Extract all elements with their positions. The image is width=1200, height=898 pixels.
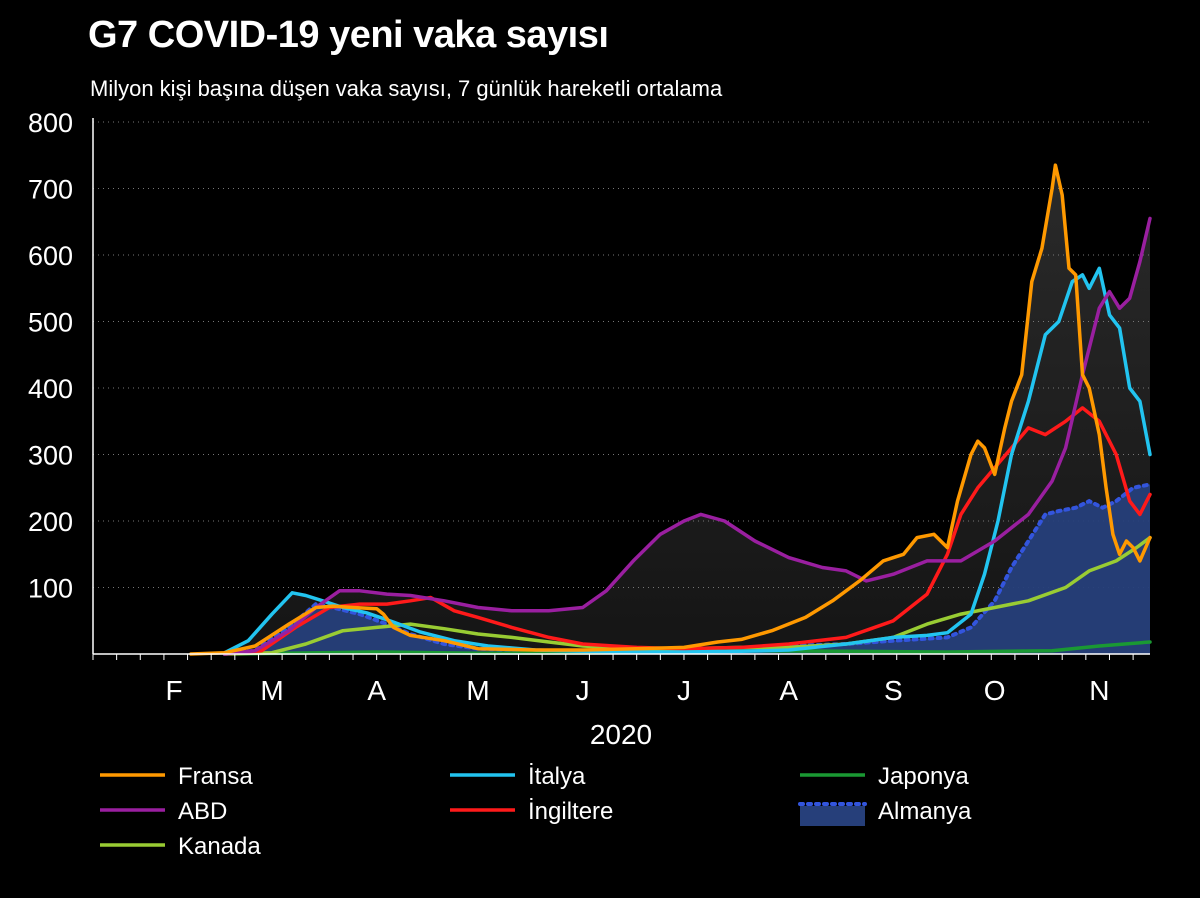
x-tick-label-3: M: [466, 675, 489, 706]
y-tick-label-100: 100: [28, 574, 73, 604]
envelope-shade: [93, 165, 1150, 654]
legend-label-İtalya: İtalya: [528, 763, 586, 790]
y-tick-label-600: 600: [28, 241, 73, 271]
x-tick-label-2: A: [367, 675, 386, 706]
y-tick-label-200: 200: [28, 507, 73, 537]
series-lines: [189, 163, 1152, 656]
legend-label-Kanada: Kanada: [178, 833, 261, 860]
legend-label-Fransa: Fransa: [178, 763, 253, 790]
series-line-Fransa: [189, 163, 1152, 656]
x-tick-label-8: O: [984, 675, 1006, 706]
envelope-area: [93, 165, 1150, 654]
y-tick-label-300: 300: [28, 441, 73, 471]
axes: 100 200 300 400 500 600 700 800 F M A M J J A S O N 2020: [28, 108, 1150, 750]
series-area-Almanya: [224, 484, 1150, 654]
chart-subtitle: Milyon kişi başına düşen vaka sayısı, 7 …: [90, 76, 723, 101]
legend-label-İngiltere: İngiltere: [528, 798, 613, 825]
chart-title: G7 COVID-19 yeni vaka sayısı: [88, 14, 609, 56]
legend-swatch-Almanya: [800, 806, 865, 826]
gridlines: [93, 121, 1150, 588]
legend-label-Japonya: Japonya: [878, 763, 969, 790]
y-tick-label-700: 700: [28, 175, 73, 205]
x-tick-label-7: S: [884, 675, 903, 706]
legend: Fransa İtalya Japonya ABD İngiltere Almanya Ka…: [100, 763, 972, 860]
legend-label-ABD: ABD: [178, 798, 227, 825]
x-tick-label-9: N: [1089, 675, 1109, 706]
x-tick-label-4: J: [576, 675, 590, 706]
x-tick-label-1: M: [260, 675, 283, 706]
x-tick-label-5: J: [677, 675, 691, 706]
y-tick-label-500: 500: [28, 308, 73, 338]
y-tick-label-800: 800: [28, 108, 73, 138]
series-line-ABD: [222, 216, 1152, 656]
x-axis-label: 2020: [590, 719, 652, 750]
y-tick-label-400: 400: [28, 374, 73, 404]
legend-label-Almanya: Almanya: [878, 798, 972, 825]
x-tick-label-6: A: [779, 675, 798, 706]
x-tick-label-0: F: [165, 675, 182, 706]
